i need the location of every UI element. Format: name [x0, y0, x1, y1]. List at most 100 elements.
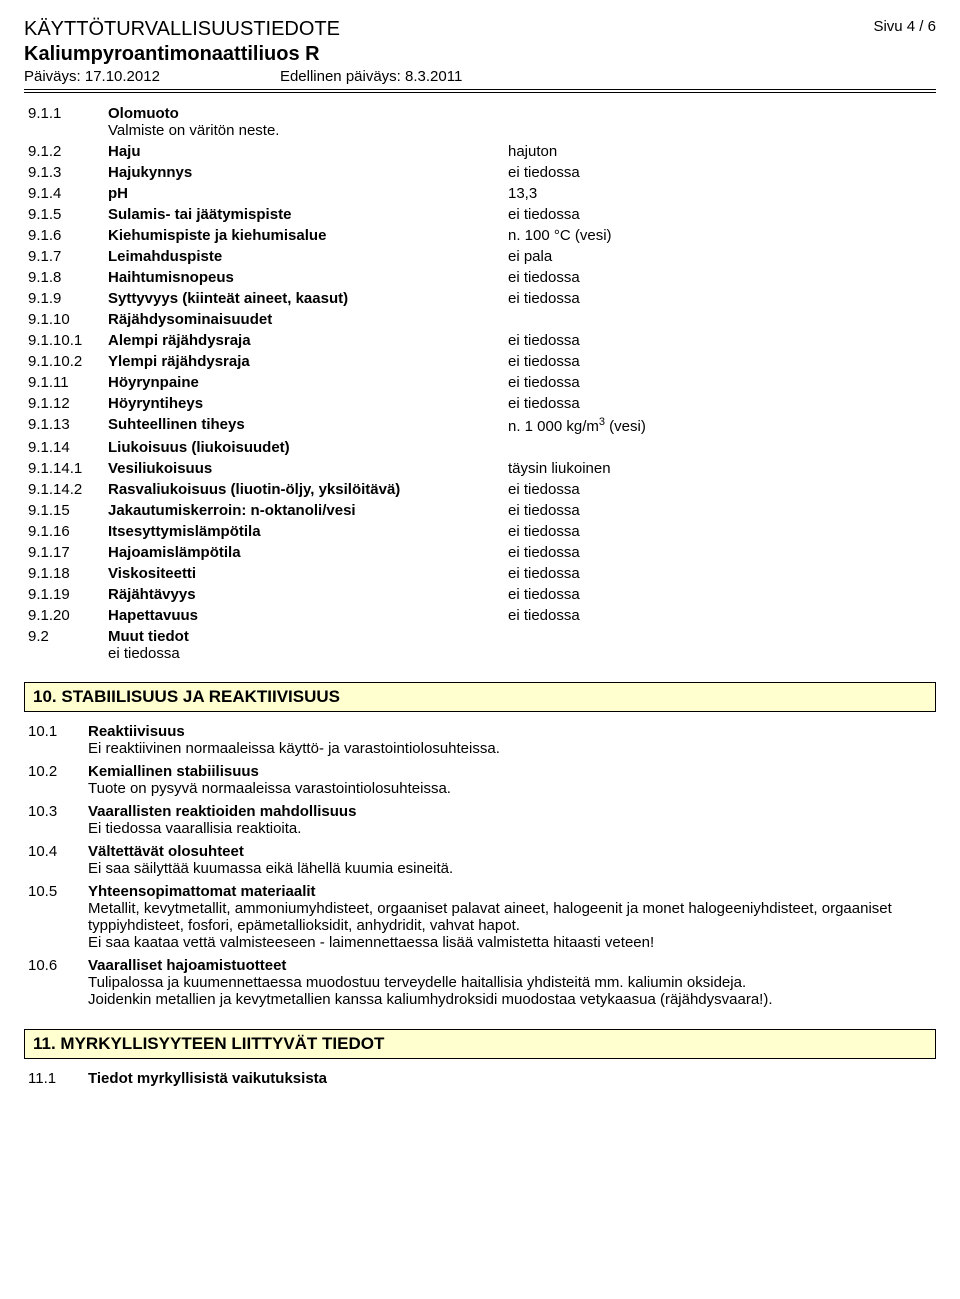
row-label: Jakautumiskerroin: n-oktanoli/vesi — [104, 500, 504, 521]
row-value — [504, 626, 936, 664]
section-10-heading: 10. STABIILISUUS JA REAKTIIVISUUS — [24, 682, 936, 712]
row-number: 10.1 — [24, 720, 84, 760]
row-number: 9.2 — [24, 626, 104, 664]
row-text: Ei tiedossa vaarallisia reaktioita. — [88, 820, 932, 837]
row-value: ei tiedossa — [504, 330, 936, 351]
property-row: 9.1.11Höyrynpaineei tiedossa — [24, 372, 936, 393]
row-text: Joidenkin metallien ja kevytmetallien ka… — [88, 991, 932, 1008]
row-number: 9.1.15 — [24, 500, 104, 521]
row-value — [504, 437, 936, 458]
section-10-row: 10.3Vaarallisten reaktioiden mahdollisuu… — [24, 800, 936, 840]
row-label: Suhteellinen tiheys — [104, 414, 504, 437]
row-label: Vesiliukoisuus — [104, 458, 504, 479]
row-value: ei tiedossa — [504, 288, 936, 309]
properties-table: 9.1.1OlomuotoValmiste on väritön neste.9… — [24, 103, 936, 664]
property-row: 9.1.20Hapettavuusei tiedossa — [24, 605, 936, 626]
row-label: Ylempi räjähdysraja — [104, 351, 504, 372]
row-number: 9.1.14 — [24, 437, 104, 458]
property-row: 9.1.6Kiehumispiste ja kiehumisaluen. 100… — [24, 225, 936, 246]
row-value: ei tiedossa — [504, 521, 936, 542]
row-number: 9.1.1 — [24, 103, 104, 141]
row-label: Höyrynpaine — [104, 372, 504, 393]
property-row: 9.1.18Viskositeettiei tiedossa — [24, 563, 936, 584]
row-label: Haihtumisnopeus — [104, 267, 504, 288]
row-value: ei tiedossa — [504, 479, 936, 500]
property-row: 9.1.2Hajuhajuton — [24, 141, 936, 162]
row-label: Itsesyttymislämpötila — [104, 521, 504, 542]
property-row: 9.1.19Räjähtävyysei tiedossa — [24, 584, 936, 605]
section-10-row: 10.2Kemiallinen stabiilisuusTuote on pys… — [24, 760, 936, 800]
date-previous: Edellinen päiväys: 8.3.2011 — [280, 68, 462, 85]
row-number: 11.1 — [24, 1067, 84, 1090]
section-11-row: 11.1 Tiedot myrkyllisistä vaikutuksista — [24, 1067, 936, 1090]
row-value: n. 1 000 kg/m3 (vesi) — [504, 414, 936, 437]
row-value: ei tiedossa — [504, 204, 936, 225]
row-number: 9.1.4 — [24, 183, 104, 204]
row-text: Metallit, kevytmetallit, ammoniumyhdiste… — [88, 900, 932, 934]
row-subtext: Valmiste on väritön neste. — [108, 122, 500, 139]
section-10-row: 10.1ReaktiivisuusEi reaktiivinen normaal… — [24, 720, 936, 760]
property-row: 9.1.4pH13,3 — [24, 183, 936, 204]
row-number: 9.1.10.1 — [24, 330, 104, 351]
property-row: 9.1.14Liukoisuus (liukoisuudet) — [24, 437, 936, 458]
row-label: pH — [104, 183, 504, 204]
row-number: 10.4 — [24, 840, 84, 880]
row-label: Räjähdysominaisuudet — [104, 309, 504, 330]
row-number: 9.1.20 — [24, 605, 104, 626]
property-row: 9.1.10.2Ylempi räjähdysrajaei tiedossa — [24, 351, 936, 372]
row-value: ei tiedossa — [504, 500, 936, 521]
row-value: ei tiedossa — [504, 372, 936, 393]
row-number: 9.1.5 — [24, 204, 104, 225]
row-body: Vaarallisten reaktioiden mahdollisuusEi … — [84, 800, 936, 840]
row-text: Tuote on pysyvä normaaleissa varastointi… — [88, 780, 932, 797]
doc-title: KÄYTTÖTURVALLISUUSTIEDOTE — [24, 18, 936, 41]
row-label: Tiedot myrkyllisistä vaikutuksista — [84, 1067, 936, 1090]
row-label: Liukoisuus (liukoisuudet) — [104, 437, 504, 458]
row-value: ei tiedossa — [504, 542, 936, 563]
row-number: 9.1.10 — [24, 309, 104, 330]
row-value: ei tiedossa — [504, 162, 936, 183]
row-label: Hapettavuus — [104, 605, 504, 626]
product-name: Kaliumpyroantimonaattiliuos R — [24, 43, 936, 66]
row-number: 9.1.11 — [24, 372, 104, 393]
row-number: 9.1.2 — [24, 141, 104, 162]
row-label: Leimahduspiste — [104, 246, 504, 267]
row-label: Rasvaliukoisuus (liuotin-öljy, yksilöitä… — [104, 479, 504, 500]
row-number: 9.1.14.2 — [24, 479, 104, 500]
property-row: 9.1.7Leimahduspisteei pala — [24, 246, 936, 267]
row-body: ReaktiivisuusEi reaktiivinen normaaleiss… — [84, 720, 936, 760]
row-number: 9.1.6 — [24, 225, 104, 246]
property-row: 9.1.12Höyryntiheysei tiedossa — [24, 393, 936, 414]
row-number: 10.2 — [24, 760, 84, 800]
row-label: Vaarallisten reaktioiden mahdollisuus — [88, 803, 356, 820]
section-10-row: 10.4Vältettävät olosuhteetEi saa säilytt… — [24, 840, 936, 880]
property-row: 9.1.10Räjähdysominaisuudet — [24, 309, 936, 330]
row-label: Räjähtävyys — [104, 584, 504, 605]
row-label: Muut tiedotei tiedossa — [104, 626, 504, 664]
row-value: hajuton — [504, 141, 936, 162]
row-number: 10.5 — [24, 880, 84, 954]
row-value: ei pala — [504, 246, 936, 267]
row-text: Ei saa säilyttää kuumassa eikä lähellä k… — [88, 860, 932, 877]
section-10-row: 10.6Vaaralliset hajoamistuotteetTulipalo… — [24, 954, 936, 1011]
row-number: 9.1.14.1 — [24, 458, 104, 479]
section-10-row: 10.5Yhteensopimattomat materiaalitMetall… — [24, 880, 936, 954]
row-value: ei tiedossa — [504, 393, 936, 414]
row-label: Höyryntiheys — [104, 393, 504, 414]
row-body: Kemiallinen stabiilisuusTuote on pysyvä … — [84, 760, 936, 800]
property-row: 9.1.10.1Alempi räjähdysrajaei tiedossa — [24, 330, 936, 351]
row-label: Hajukynnys — [104, 162, 504, 183]
row-label: Alempi räjähdysraja — [104, 330, 504, 351]
row-label: Hajoamislämpötila — [104, 542, 504, 563]
row-number: 9.1.13 — [24, 414, 104, 437]
property-row: 9.1.8Haihtumisnopeusei tiedossa — [24, 267, 936, 288]
row-value: täysin liukoinen — [504, 458, 936, 479]
property-row: 9.1.14.2Rasvaliukoisuus (liuotin-öljy, y… — [24, 479, 936, 500]
property-row: 9.1.16Itsesyttymislämpötilaei tiedossa — [24, 521, 936, 542]
property-row: 9.1.5Sulamis- tai jäätymispisteei tiedos… — [24, 204, 936, 225]
row-label: Kemiallinen stabiilisuus — [88, 763, 259, 780]
row-value: ei tiedossa — [504, 351, 936, 372]
row-text: Tulipalossa ja kuumennettaessa muodostuu… — [88, 974, 932, 991]
row-value: n. 100 °C (vesi) — [504, 225, 936, 246]
row-number: 10.3 — [24, 800, 84, 840]
